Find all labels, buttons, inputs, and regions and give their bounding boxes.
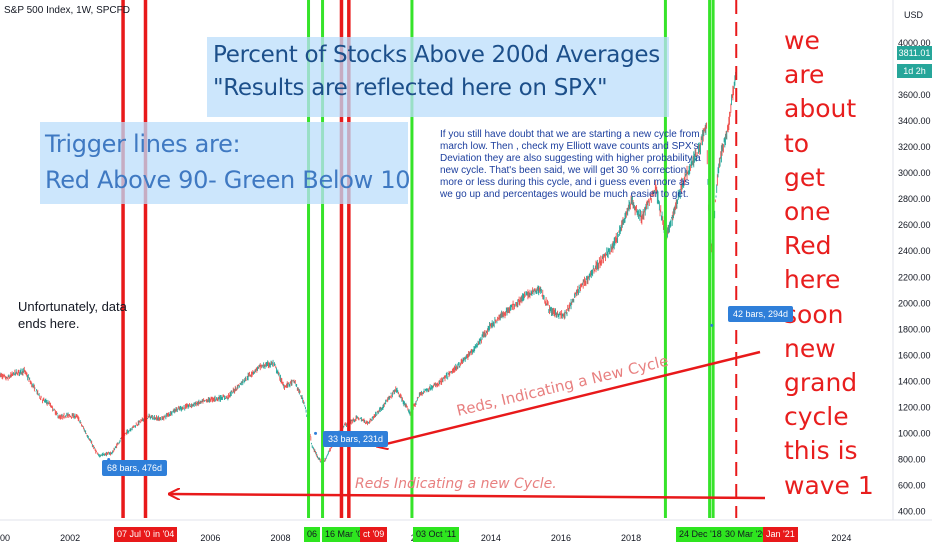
y-tick-label: 3600.00 [898,90,931,100]
date-tag-mar-2020: 30 Mar '20 [722,527,771,542]
y-tick-label: 2200.00 [898,272,931,282]
y-tick-label: 1800.00 [898,324,931,334]
title-line-2: "Results are reflected here on SPX" [213,75,608,101]
x-tick-label: 2018 [621,533,641,543]
y-tick-label: 2600.00 [898,220,931,230]
y-tick-label: 400.00 [898,506,926,516]
bars-measure-tag-2[interactable]: 33 bars, 231d [323,431,389,447]
y-tick-label: 1000.00 [898,428,931,438]
trigger-textbox[interactable]: Trigger lines are: Red Above 90- Green B… [40,122,411,204]
y-tick-label: 2400.00 [898,246,931,256]
last-price-tag: 3811.01 [897,46,932,60]
x-tick-label: 2024 [831,533,851,543]
date-tag-2008: 06 [304,527,321,542]
annotation-word: this is [784,436,858,466]
y-tick-label: 4000.00 [898,38,931,48]
title-line-1: Percent of Stocks Above 200d Averages [213,42,660,68]
date-tag-jul-2003: 07 Jul '03 [114,527,159,542]
data-ends-note[interactable]: Unfortunately, data ends here. [18,299,127,331]
date-tag-dec-2018: 24 Dec '18 [676,527,725,542]
y-tick-label: 3400.00 [898,116,931,126]
y-tick-label: 1600.00 [898,350,931,360]
annotation-word: new [784,333,836,363]
bar-measure-point [710,323,714,327]
currency-label: USD [904,10,924,20]
trigger-line-1: Trigger lines are: [45,130,241,158]
annotation-word: soon [784,299,844,329]
bar-measure-point [314,431,318,435]
date-tag-mar-2009: 16 Mar '09 [322,527,371,542]
x-tick-label: 2008 [270,533,290,543]
x-tick-label: 2014 [481,533,501,543]
annotation-word: to [784,128,810,158]
bars-measure-tag-3[interactable]: 42 bars, 294d [728,306,794,322]
symbol-header: S&P 500 Index, 1W, SPCFD [4,5,130,16]
arrow-label-upper: Reds, Indicating a New Cycle [455,352,670,420]
date-tag-jan-2021: Jan '21 [763,527,798,542]
title-textbox[interactable]: Percent of Stocks Above 200d Averages "R… [207,37,669,117]
x-tick-label: 2006 [200,533,220,543]
y-tick-label: 1200.00 [898,402,931,412]
annotation-word: one [784,197,831,227]
annotation-word: grand [784,368,858,398]
y-tick-label: 600.00 [898,480,926,490]
bar-countdown-tag: 1d 2h [897,64,932,78]
price-axis-panel [893,0,932,550]
x-tick-label: 2002 [60,533,80,543]
annotation-word: we [784,26,820,55]
annotation-word: cycle [784,402,849,432]
x-tick-label: 2000 [0,533,10,543]
arrow-to-2003-cycle [170,494,766,498]
big-red-annotation[interactable]: we are about to get one Red here soon ne… [784,24,874,503]
date-tag-oct-2011: 03 Oct '11 [413,527,460,542]
date-tag-oct-2009: ct '09 [360,527,388,542]
annotation-word: about [784,94,857,124]
y-tick-label: 2800.00 [898,194,931,204]
bars-measure-tag-1[interactable]: 68 bars, 476d [102,460,168,476]
arrow-label-lower: Reds Indicating a new Cycle. [355,476,557,492]
annotation-word: get [784,162,826,192]
y-tick-label: 800.00 [898,454,926,464]
annotation-word: here [784,265,841,295]
trigger-line-2: Red Above 90- Green Below 10 [45,166,411,194]
date-tag-2004: in '04 [150,527,178,542]
y-tick-label: 2000.00 [898,298,931,308]
x-tick-label: 2016 [551,533,571,543]
explanation-note[interactable]: If you still have doubt that we are star… [440,129,701,200]
y-tick-label: 3200.00 [898,142,931,152]
arrow-to-2009-cycle [378,350,761,446]
annotation-word: Red [784,231,832,261]
y-tick-label: 3000.00 [898,168,931,178]
annotation-word: are [784,60,825,90]
y-tick-label: 1400.00 [898,376,931,386]
annotation-word: wave 1 [784,470,874,500]
